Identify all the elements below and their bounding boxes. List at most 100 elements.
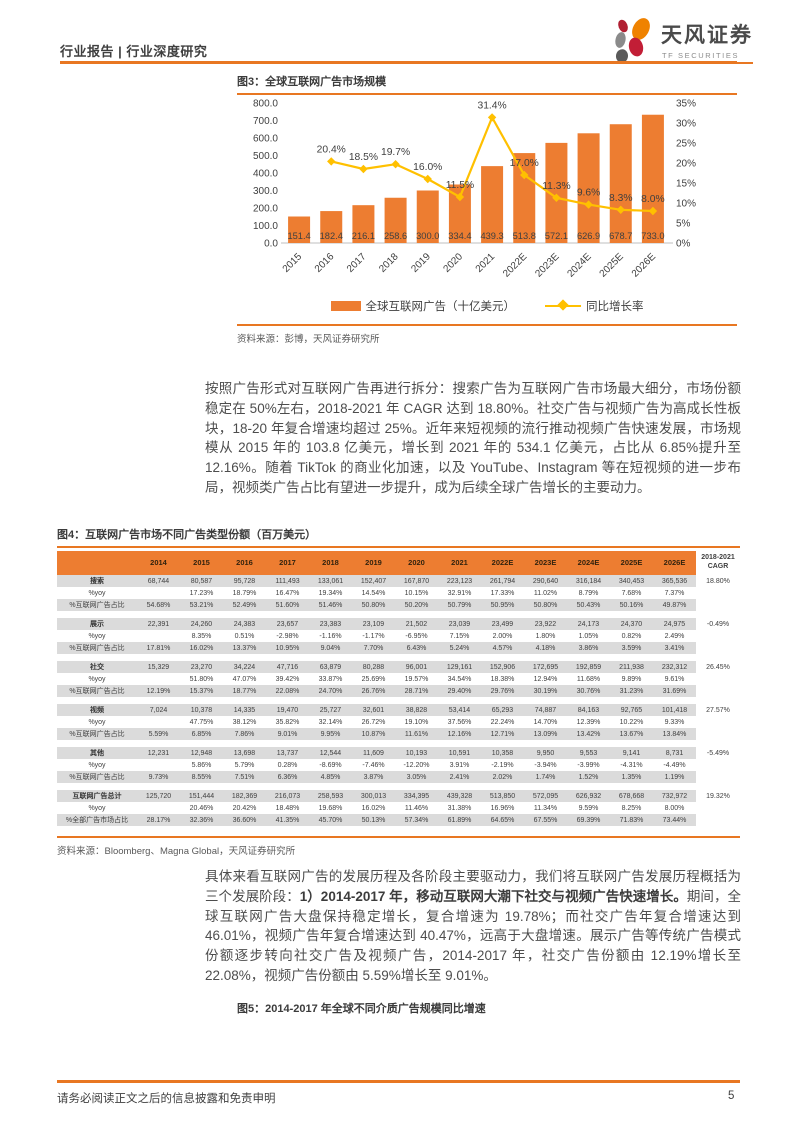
table-cell: 34,224 xyxy=(223,661,266,673)
table-cell: 0.82% xyxy=(621,632,642,640)
table-cell: 2.41% xyxy=(438,771,481,783)
right-axis-tick: 0% xyxy=(676,239,691,250)
figure4-source: 资料来源：Bloomberg、Magna Global，天风证券研究所 xyxy=(57,846,296,857)
column-header: 2024E xyxy=(567,551,610,575)
column-header: 2025E xyxy=(610,551,653,575)
table-cell: 32.36% xyxy=(180,814,223,826)
table-row: 展示 22,391 24,260 24,383 23,657 23,383 23,109 21… xyxy=(57,618,740,630)
table-cell: 28.71% xyxy=(395,685,438,697)
table-cell: 67.55% xyxy=(524,814,567,826)
table-row: 其他 12,231 12,948 13,698 13,737 12,544 11,609 10… xyxy=(57,747,740,759)
row-label: %yoy xyxy=(88,718,106,726)
chart-legend: 全球互联网广告（十亿美元） 同比增长率 xyxy=(237,298,737,314)
table-cell: 5.86% xyxy=(191,761,212,769)
table-cell: 9.95% xyxy=(309,728,352,740)
row-label: %yoy xyxy=(88,761,106,769)
table-cell: 74,887 xyxy=(524,704,567,716)
table-cell: 5.24% xyxy=(438,642,481,654)
table-cell: 7.70% xyxy=(352,642,395,654)
table-cell: -4.49% xyxy=(663,761,686,769)
table-cell: 17.33% xyxy=(490,589,515,597)
column-header: 2015 xyxy=(180,551,223,575)
table-header-row: 2014 2015 2016 2017 2018 2019 2020 2021 2022E 202… xyxy=(57,551,740,575)
table-cell: 11.68% xyxy=(576,675,601,683)
table-cell: 9.59% xyxy=(578,804,599,812)
line-point xyxy=(487,113,497,122)
paragraph-2-bold: 1）2014-2017 年，移动互联网大潮下社交与视频广告快速增长。 xyxy=(299,888,687,904)
table-row: %互联网广告占比 54.68% 53.21% 52.49% 51.60% 51.46% 50… xyxy=(57,599,740,611)
table-cell: 38.12% xyxy=(232,718,257,726)
x-axis-label: 2018 xyxy=(377,251,401,275)
table-cell: 31.38% xyxy=(447,804,472,812)
table-cell xyxy=(696,716,740,728)
table-cell: 19.57% xyxy=(404,675,429,683)
table-cell: 19.10% xyxy=(404,718,429,726)
table-cell: 2.49% xyxy=(664,632,685,640)
spacer-row xyxy=(57,611,740,618)
table-cell: 47,716 xyxy=(266,661,309,673)
table-cell: 24,975 xyxy=(653,618,696,630)
table-row: %yoy 20.46% 20.42% 18.48% 19.68% 16.02% 11.46%… xyxy=(57,802,740,814)
table-cell: 23,383 xyxy=(309,618,352,630)
table-cell: 12,544 xyxy=(309,747,352,759)
row-label: 搜索 xyxy=(57,575,137,587)
figure3-source: 资料来源：彭博，天风证券研究所 xyxy=(237,334,380,345)
bar-value-label: 678.7 xyxy=(609,231,632,241)
table-cell: 10.15% xyxy=(404,589,429,597)
table-cell: 63,879 xyxy=(309,661,352,673)
table-cell: 6.43% xyxy=(395,642,438,654)
table-cell: 96,001 xyxy=(395,661,438,673)
table-cell: 13.09% xyxy=(524,728,567,740)
table-cell: 732,972 xyxy=(653,790,696,802)
table-cell: 35.82% xyxy=(275,718,300,726)
table-cell: 17.81% xyxy=(137,642,180,654)
left-axis-tick: 0.0 xyxy=(264,239,278,250)
table-cell: 54.68% xyxy=(137,599,180,611)
table-cell: 258,593 xyxy=(309,790,352,802)
table-cell: 19.32% xyxy=(696,790,740,802)
table-cell: 15.37% xyxy=(180,685,223,697)
column-header: 2018 xyxy=(309,551,352,575)
table-cell: 13,737 xyxy=(266,747,309,759)
table-cell: 50.80% xyxy=(524,599,567,611)
table-cell: 167,870 xyxy=(395,575,438,587)
table-cell xyxy=(696,642,740,654)
table-cell: 9,141 xyxy=(610,747,653,759)
table-cell: 5.59% xyxy=(137,728,180,740)
table-cell: 30.76% xyxy=(567,685,610,697)
table-cell: 10,358 xyxy=(481,747,524,759)
table-cell: 34.54% xyxy=(447,675,472,683)
table-row: %yoy 17.23% 18.79% 16.47% 19.34% 14.54% 10.15%… xyxy=(57,587,740,599)
table-cell: 232,312 xyxy=(653,661,696,673)
x-axis-label: 2020 xyxy=(442,251,466,275)
table-cell: 439,328 xyxy=(438,790,481,802)
figure3-chart: 0.0 100.0 200.0 300.0 400.0 500.0 600.0 700.0 80… xyxy=(253,99,696,280)
x-axis-label: 2021 xyxy=(474,251,498,275)
row-label: %互联网广告占比 xyxy=(57,642,137,654)
table-cell: 8.55% xyxy=(180,771,223,783)
column-header: 2016 xyxy=(223,551,266,575)
legend-bar-label: 全球互联网广告（十亿美元） xyxy=(365,301,516,313)
right-axis-tick: 35% xyxy=(676,99,696,110)
table-cell: 25.69% xyxy=(361,675,386,683)
table-row: %yoy 8.35% 0.51% -2.98% -1.16% -1.17% -6.95% 7.… xyxy=(57,630,740,642)
table-cell: 28.17% xyxy=(137,814,180,826)
line-value-label: 11.3% xyxy=(542,181,570,192)
table-cell: 29.40% xyxy=(438,685,481,697)
table-cell: 32,601 xyxy=(352,704,395,716)
table-cell: 23,039 xyxy=(438,618,481,630)
table-cell: 10.87% xyxy=(352,728,395,740)
table-cell: 182,369 xyxy=(223,790,266,802)
table-cell: 38,828 xyxy=(395,704,438,716)
table-cell xyxy=(696,685,740,697)
line-value-label: 16.0% xyxy=(413,162,442,173)
table-cell: 16.96% xyxy=(490,804,515,812)
column-header-rowlabel xyxy=(57,551,137,575)
bar xyxy=(320,211,343,243)
header-divider xyxy=(60,61,737,64)
figure3-caption: 图3：全球互联网广告市场规模 xyxy=(237,73,737,95)
table-row: %互联网广告占比 17.81% 16.02% 13.37% 10.95% 9.04% 7.7… xyxy=(57,642,740,654)
x-axis-label: 2023E xyxy=(533,251,561,279)
table-cell: 18.38% xyxy=(490,675,515,683)
table-cell: 216,073 xyxy=(266,790,309,802)
